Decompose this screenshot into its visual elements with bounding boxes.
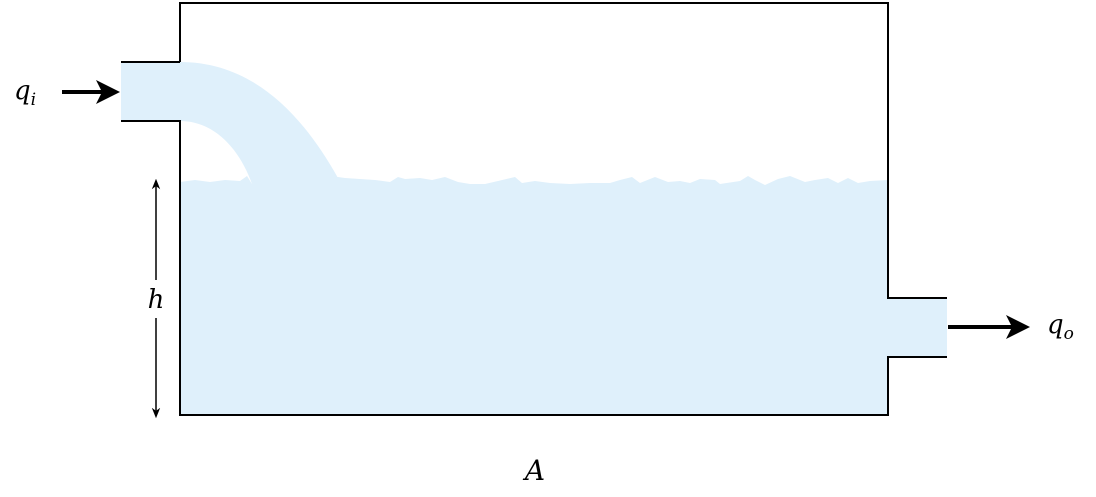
outflow-label: qo xyxy=(1047,310,1074,344)
tank-water xyxy=(180,176,888,415)
outflow-label-sub: o xyxy=(1064,324,1074,344)
outflow-arrow-head xyxy=(1006,315,1030,339)
height-dimension: h xyxy=(148,178,165,419)
outlet-water xyxy=(888,298,947,357)
water xyxy=(121,62,947,415)
inflow: qi xyxy=(14,76,120,110)
inflow-label-main: q xyxy=(14,76,31,106)
area-label: A xyxy=(522,454,545,487)
outflow: qo xyxy=(948,310,1074,344)
height-label: h xyxy=(148,285,165,315)
inflow-label-sub: i xyxy=(31,90,36,110)
tank-outline xyxy=(121,2,947,416)
inflow-label: qi xyxy=(14,76,36,110)
inlet-stream xyxy=(121,62,338,184)
inflow-arrow-head xyxy=(96,80,120,104)
outflow-label-main: q xyxy=(1047,310,1064,340)
inlet-bottom-wall xyxy=(121,120,947,416)
tank-left-upper-wall xyxy=(179,2,947,299)
